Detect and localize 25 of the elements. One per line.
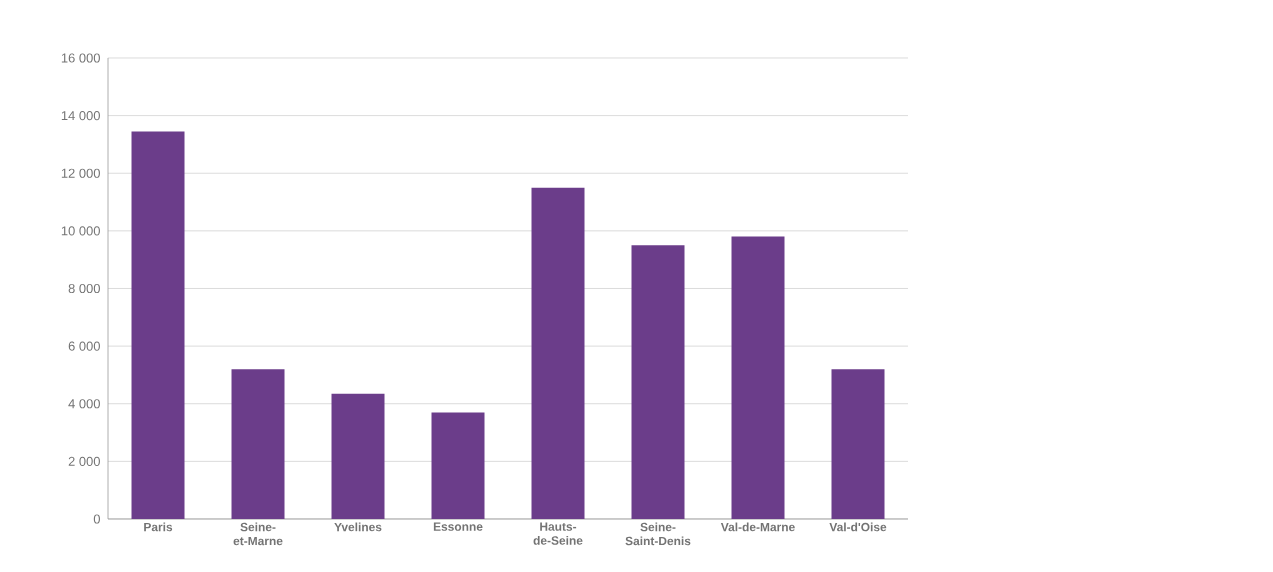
x-tick-label: Val-de-Marne [720,522,795,532]
x-tick-label: Hauts-de-Seine [533,522,583,545]
y-tick-label: 4 000 [68,399,100,409]
bar [131,131,185,519]
bar [631,245,685,519]
x-tick-label: Seine-et-Marne [233,522,283,546]
y-tick-label: 10 000 [61,226,100,236]
bar [531,187,585,519]
x-tick-label: Yvelines [334,522,382,532]
y-tick-label: 0 [93,514,100,524]
y-tick-label: 8 000 [68,283,100,294]
bar [231,369,285,519]
bar [731,236,785,519]
x-tick-label: Paris [144,522,173,532]
x-tick-label: Val-d'Oise [829,522,887,532]
y-tick-label: 2 000 [68,456,100,466]
y-tick-label: 14 000 [61,111,100,121]
y-tick-label: 16 000 [61,53,100,63]
y-tick-label: 12 000 [61,168,100,178]
x-tick-label: Essonne [433,522,483,531]
y-tick-label: 6 000 [68,341,100,351]
x-tick-label: Seine-Saint-Denis [625,522,691,546]
bar [831,369,885,519]
bar [331,393,385,519]
bar [431,412,485,519]
